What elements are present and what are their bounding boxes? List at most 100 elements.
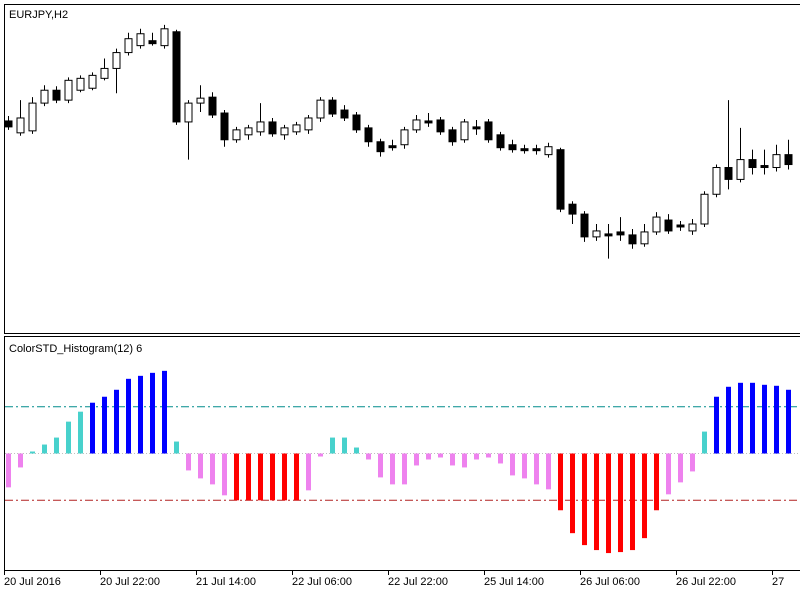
- x-tick-label: 22 Jul 22:00: [388, 576, 448, 588]
- candle-body: [52, 89, 61, 101]
- histogram-bar: [618, 453, 623, 553]
- candle-body: [256, 121, 265, 133]
- histogram-bar: [534, 453, 539, 485]
- histogram-bar: [438, 453, 443, 458]
- histogram-bar: [222, 453, 227, 496]
- candle-body: [268, 121, 277, 135]
- candle-body: [556, 149, 565, 210]
- candle-body: [76, 77, 85, 91]
- histogram-bar: [282, 453, 287, 501]
- histogram-bar: [390, 453, 395, 485]
- candle-body: [400, 129, 409, 146]
- histogram-bar: [594, 453, 599, 551]
- histogram-bar: [354, 447, 359, 454]
- histogram-bar: [318, 453, 323, 457]
- histogram-bar: [114, 389, 119, 454]
- histogram-bar: [66, 421, 71, 454]
- candle-body: [676, 224, 685, 228]
- histogram-bar: [546, 453, 551, 490]
- candle-body: [508, 144, 517, 151]
- histogram-bar: [246, 453, 251, 501]
- candle-body: [160, 28, 169, 47]
- candle-body: [748, 159, 757, 169]
- histogram-bar: [258, 453, 263, 501]
- candle-body: [148, 40, 157, 45]
- candle-body: [472, 126, 481, 130]
- x-tick-label: 20 Jul 2016: [4, 576, 61, 588]
- x-tick-label: 21 Jul 14:00: [196, 576, 256, 588]
- histogram-bar: [330, 437, 335, 454]
- candle-body: [136, 33, 145, 47]
- candle-body: [760, 165, 769, 169]
- histogram-bar: [294, 453, 299, 501]
- histogram-bar: [750, 382, 755, 454]
- histogram-bar: [690, 453, 695, 472]
- candle-body: [4, 120, 13, 128]
- histogram-bar: [402, 453, 407, 485]
- candle-body: [616, 231, 625, 236]
- histogram-bar: [462, 453, 467, 468]
- candle-body: [352, 114, 361, 131]
- histogram-bar: [6, 453, 11, 488]
- candle-body: [688, 223, 697, 232]
- candle-body: [496, 134, 505, 149]
- candle-body: [604, 233, 613, 237]
- histogram-bar: [570, 453, 575, 534]
- candle-body: [208, 96, 217, 116]
- histogram-bar: [486, 453, 491, 458]
- candle-body: [112, 52, 121, 69]
- histogram-bar: [450, 453, 455, 466]
- histogram-bar: [198, 453, 203, 479]
- x-tick-label: 20 Jul 22:00: [100, 576, 160, 588]
- candle-body: [580, 213, 589, 238]
- candle-body: [568, 203, 577, 215]
- candle-body: [232, 129, 241, 141]
- histogram-bar: [738, 382, 743, 454]
- x-tick-label: 22 Jul 06:00: [292, 576, 352, 588]
- histogram-bar: [378, 453, 383, 478]
- histogram-bar: [18, 453, 23, 468]
- histogram-bar: [774, 385, 779, 454]
- candle-body: [772, 154, 781, 169]
- histogram-bar: [654, 453, 659, 511]
- histogram-bar: [582, 453, 587, 546]
- candle-body: [28, 102, 37, 132]
- candle-body: [520, 148, 529, 152]
- candle-body: [292, 124, 301, 133]
- histogram-bar: [306, 453, 311, 491]
- histogram-bar: [702, 431, 707, 454]
- candle-body: [784, 154, 793, 166]
- histogram-bar: [522, 453, 527, 479]
- candle-body: [280, 127, 289, 136]
- candle-body: [328, 99, 337, 115]
- candle-body: [532, 148, 541, 152]
- candle-body: [196, 97, 205, 104]
- candle-body: [40, 89, 49, 104]
- candle-body: [592, 230, 601, 238]
- candle-body: [736, 159, 745, 180]
- histogram-bar: [786, 389, 791, 454]
- candle-body: [628, 234, 637, 245]
- candle-body: [424, 120, 433, 124]
- main-panel: [4, 4, 800, 334]
- histogram-bar: [30, 451, 35, 454]
- histogram-bar: [414, 453, 419, 466]
- histogram-bar: [714, 396, 719, 454]
- histogram-bar: [186, 453, 191, 471]
- histogram-bar: [174, 441, 179, 454]
- candle-body: [724, 167, 733, 180]
- histogram-bar: [162, 370, 167, 454]
- candle-body: [712, 167, 721, 195]
- candle-body: [700, 193, 709, 225]
- histogram-bar: [42, 444, 47, 454]
- histogram-bar: [642, 453, 647, 539]
- candle-body: [88, 74, 97, 89]
- candle-body: [652, 216, 661, 233]
- histogram-bar: [426, 453, 431, 460]
- histogram-bar: [234, 453, 239, 501]
- candle-body: [388, 145, 397, 149]
- histogram-bar: [558, 453, 563, 511]
- histogram-bar: [150, 372, 155, 454]
